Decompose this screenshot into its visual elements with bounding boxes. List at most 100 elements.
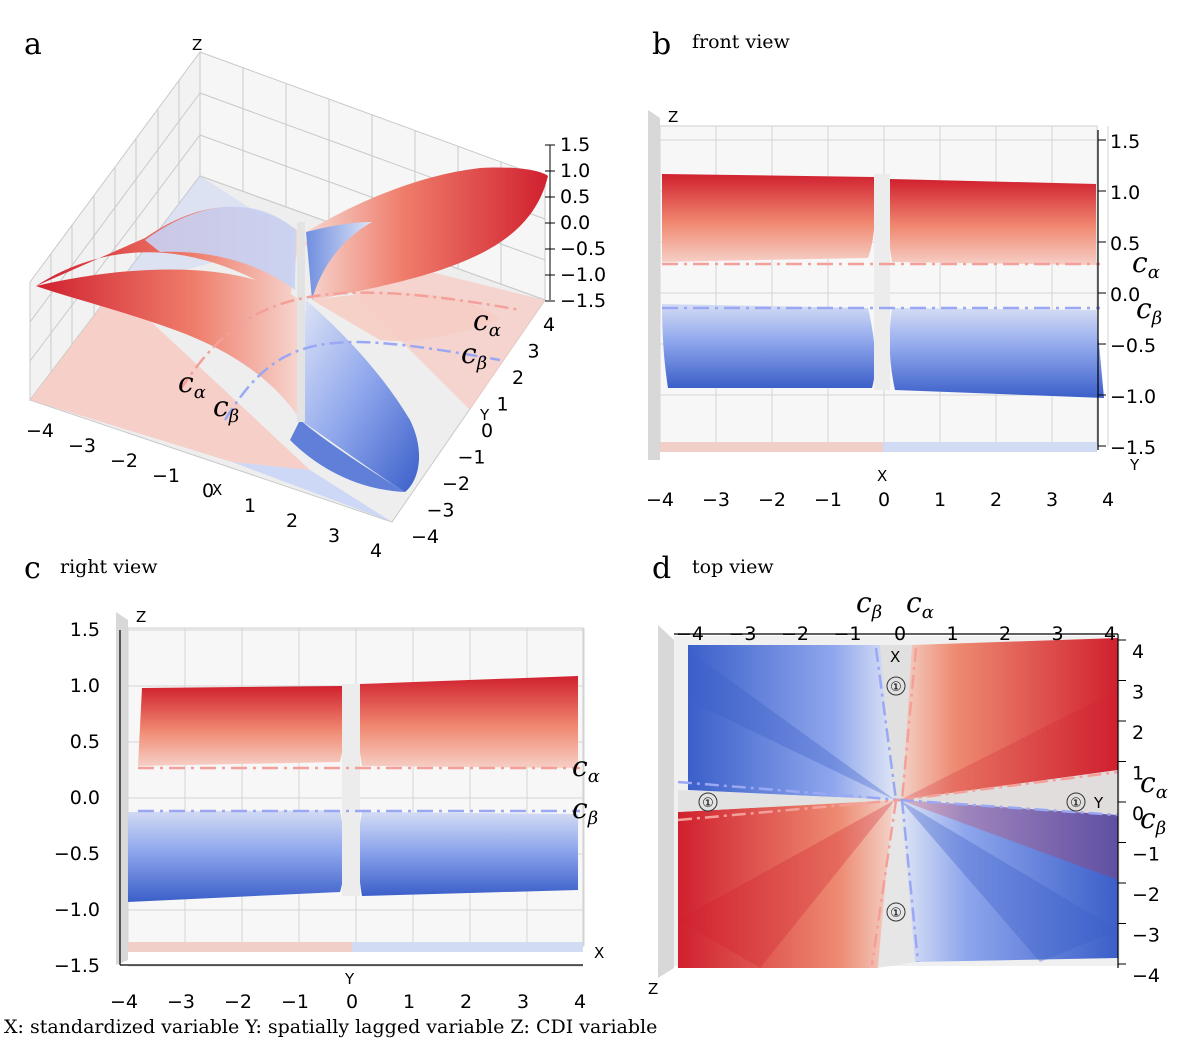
panel-b-z-tick-label: 1.0 xyxy=(1110,182,1140,204)
panel-c-z-tick-label: 1.5 xyxy=(70,619,100,641)
panel-b-z-ticks: 1.5 1.0 0.5 0.0 −0.5 −1.0 −1.5 xyxy=(1098,131,1156,459)
panel-b-x-tick-label: 3 xyxy=(1046,489,1058,511)
panel-b-threshold-lines xyxy=(662,262,1100,310)
panel-d-x-tick-label: 2 xyxy=(999,623,1011,645)
panel-a-y-tick-label: −4 xyxy=(411,526,439,548)
panel-b-x-axis-name: X xyxy=(877,467,887,485)
panel-d-y-tick-label: −3 xyxy=(1132,925,1160,947)
panel-a-x-tick-label: 2 xyxy=(286,510,298,532)
panel-d-y-tick-label: −1 xyxy=(1132,844,1160,866)
panel-c-z-tick-label: 0.5 xyxy=(70,731,100,753)
panel-letter-b: b xyxy=(652,27,671,62)
panel-letter-c: c xyxy=(24,551,41,586)
region-marker-left: ① xyxy=(702,796,714,811)
panel-c-z-tick-label: 1.0 xyxy=(70,675,100,697)
panel-a-x-tick-label: 4 xyxy=(370,540,382,562)
panel-d-x-ticks: −4 −3 −2 −1 0 1 2 3 4 xyxy=(676,623,1116,645)
panel-b-x-tick-label: −2 xyxy=(758,489,786,511)
panel-a-x-tick-label: 0 xyxy=(202,480,214,502)
panel-a-z-tick-label: −1.5 xyxy=(560,290,606,312)
panel-a-y-axis-name: Y xyxy=(479,406,490,424)
panel-c-y-tick-label: −2 xyxy=(224,991,252,1012)
panel-d-x-tick-label: 1 xyxy=(946,623,958,645)
panel-b-x-tick-label: 1 xyxy=(934,489,946,511)
panel-c-y-axis-name: Y xyxy=(344,970,355,988)
region-marker-right: ① xyxy=(1070,796,1082,811)
panel-d-y-tick-label: 4 xyxy=(1132,641,1144,663)
panel-b-x-tick-label: −4 xyxy=(646,489,674,511)
panel-d-x-tick-label: 3 xyxy=(1051,623,1063,645)
panel-d-x-tick-label: −2 xyxy=(781,623,809,645)
panel-c-z-tick-label: −1.0 xyxy=(54,899,100,921)
panel-b: b front view Z 1.51.00.50.0−0.5−1.0−1.5 … xyxy=(646,27,1162,511)
panel-b-c-beta: cβ xyxy=(1136,292,1162,329)
panel-a-c-alpha-right: cα xyxy=(473,304,501,341)
panel-a-y-tick-label: 3 xyxy=(527,341,539,363)
panel-d-y-axis-name: Y xyxy=(1093,794,1104,812)
panel-a-x-tick-label: −1 xyxy=(152,465,180,487)
panel-b-x-tick-label: 4 xyxy=(1102,489,1114,511)
panel-b-x-tick-label: 2 xyxy=(990,489,1002,511)
panel-a-z-axis-name: Z xyxy=(192,36,202,54)
panel-d-z-axis-name: Z xyxy=(648,980,658,998)
panel-c-z-ticks: 1.5 1.0 0.5 0.0 −0.5 −1.0 −1.5 xyxy=(54,619,100,977)
panel-b-y-axis-name: Y xyxy=(1129,456,1140,474)
panel-a: a Z xyxy=(24,27,606,562)
panel-b-view-title: front view xyxy=(692,31,791,53)
region-marker-bottom: ① xyxy=(890,906,902,921)
panel-b-x-tick-label: −1 xyxy=(814,489,842,511)
region-marker-top: ① xyxy=(890,680,902,695)
panel-c-y-tick-label: 2 xyxy=(460,991,472,1012)
panel-b-z-tick-label: 1.5 xyxy=(1110,131,1140,153)
panel-c-y-ticks: −4 −3 −2 −1 0 1 2 3 4 xyxy=(110,991,586,1012)
panel-a-z-tick-label: 0.0 xyxy=(560,212,590,234)
panel-b-z-tick-label: −1.0 xyxy=(1110,386,1156,408)
panel-letter-a: a xyxy=(24,27,42,62)
panel-a-x-axis-name: X xyxy=(212,481,222,499)
panel-a-x-tick-label: 1 xyxy=(244,495,256,517)
panel-c-y-tick-label: −1 xyxy=(281,991,309,1012)
panel-a-z-tick-label: 0.5 xyxy=(560,186,590,208)
panel-a-c-alpha-left: cα xyxy=(178,366,206,403)
panel-c-surface xyxy=(128,676,578,902)
panel-d-c-alpha-right: cα xyxy=(1140,766,1168,803)
panel-a-x-tick-label: 3 xyxy=(328,525,340,547)
panel-d-x-tick-label: −4 xyxy=(676,623,704,645)
panel-a-surface xyxy=(36,167,548,492)
panel-d-y-tick-label: 0 xyxy=(1132,803,1144,825)
panel-d-threshold-lines xyxy=(677,647,1119,966)
panel-a-y-tick-label: −1 xyxy=(457,447,485,469)
panel-d: d top view xyxy=(648,551,1168,998)
panel-d-view-title: top view xyxy=(692,556,774,578)
panel-d-heatmap xyxy=(678,638,1118,968)
panel-a-y-tick-label: 2 xyxy=(512,367,524,389)
panel-a-x-ticks: −4 −3 −2 −1 0 1 2 3 4 xyxy=(26,420,382,562)
panel-c-c-alpha: cα xyxy=(572,750,600,787)
panel-d-y-tick-label: 2 xyxy=(1132,722,1144,744)
panel-a-z-tick-label: 1.5 xyxy=(560,134,590,156)
panel-a-x-tick-label: −2 xyxy=(110,450,138,472)
panel-a-y-tick-label: 1 xyxy=(496,394,508,416)
panel-d-x-tick-label: −3 xyxy=(728,623,756,645)
panel-letter-d: d xyxy=(652,551,671,586)
panel-c-x-axis-name: X xyxy=(594,944,604,962)
panel-d-y-tick-label: −2 xyxy=(1132,884,1160,906)
panel-b-x-tick-label: 0 xyxy=(878,489,890,511)
panel-c-z-tick-label: 0.0 xyxy=(70,787,100,809)
panel-d-y-tick-label: −4 xyxy=(1132,965,1160,987)
panel-b-z-tick-label: −0.5 xyxy=(1110,335,1156,357)
panel-b-c-alpha: cα xyxy=(1132,246,1160,283)
panel-a-y-tick-label: 0 xyxy=(481,420,493,442)
panel-d-region-markers: ① ① ① ① xyxy=(698,676,1086,922)
panel-b-z-axis-name: Z xyxy=(668,108,678,126)
panel-b-surface xyxy=(662,174,1104,398)
panel-c-z-tick-label: −0.5 xyxy=(54,843,100,865)
panel-c-y-tick-label: −3 xyxy=(167,991,195,1012)
panel-c-y-tick-label: 4 xyxy=(574,991,586,1012)
panel-c: c right view Z 1.5 1.0 0.5 0.0 −0.5 −1.0 −1.5 xyxy=(24,551,604,1012)
panel-b-z-tick-label: 0.5 xyxy=(1110,233,1140,255)
panel-d-y-tick-label: 3 xyxy=(1132,682,1144,704)
figure-caption: X: standardized variable Y: spatially la… xyxy=(4,1016,658,1038)
panel-d-c-beta-right: cβ xyxy=(1140,802,1166,839)
